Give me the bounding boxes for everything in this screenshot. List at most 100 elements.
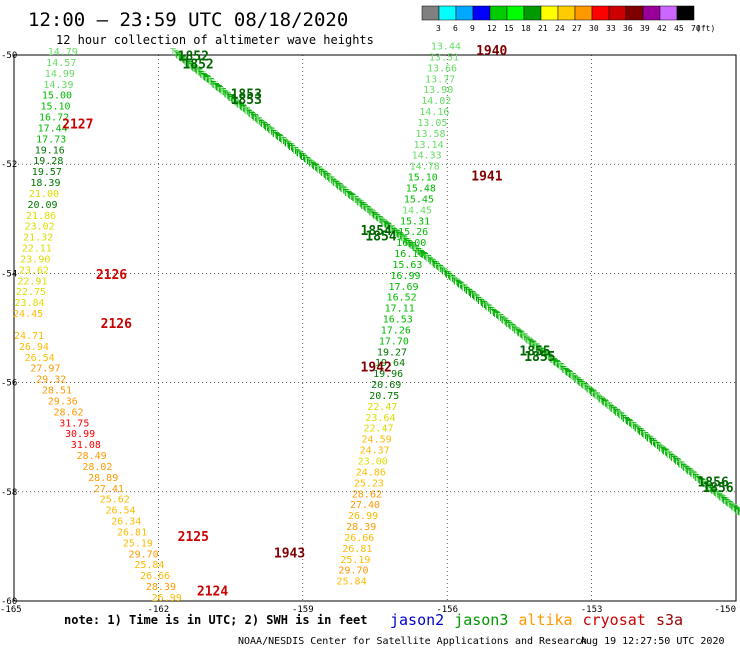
swh-value: 16.00 xyxy=(396,238,426,249)
track-marker: T xyxy=(370,210,376,221)
swh-value: 26.54 xyxy=(105,506,135,517)
track-marker: T xyxy=(729,502,735,513)
swh-value: 14.78 xyxy=(410,162,440,173)
swh-value: 29.36 xyxy=(48,396,78,407)
track-marker: T xyxy=(194,67,200,78)
track-marker: T xyxy=(390,226,396,237)
track-marker: T xyxy=(218,86,224,97)
track-marker: T xyxy=(614,408,620,419)
track-marker: T xyxy=(359,201,365,212)
swh-value: 14.99 xyxy=(45,69,75,80)
track-marker: T xyxy=(202,73,208,84)
swh-value: 24.71 xyxy=(14,331,44,342)
track-marker: T xyxy=(615,409,621,420)
footer-timestamp: Aug 19 12:27:50 UTC 2020 xyxy=(580,636,725,647)
track-marker: T xyxy=(176,51,182,62)
track-marker: T xyxy=(358,200,364,211)
track-marker: T xyxy=(583,383,589,394)
track-marker: T xyxy=(373,212,379,223)
track-marker: T xyxy=(732,504,738,515)
track-marker: T xyxy=(401,234,407,245)
track-marker: T xyxy=(608,404,614,415)
swh-value: 26.81 xyxy=(342,544,372,555)
swh-value: 13.14 xyxy=(414,140,444,151)
colorbar-label: 18 xyxy=(521,24,531,33)
track-marker: T xyxy=(568,371,574,382)
track-marker: T xyxy=(494,310,500,321)
colorbar-swatch xyxy=(676,5,695,21)
swh-value: 20.75 xyxy=(369,391,399,402)
track-marker: T xyxy=(610,405,616,416)
track-marker: T xyxy=(668,452,674,463)
track-marker: T xyxy=(192,64,198,75)
track-marker: T xyxy=(681,463,687,474)
track-marker: T xyxy=(197,69,203,80)
swh-value: 26.54 xyxy=(25,353,55,364)
track-marker: T xyxy=(680,462,686,473)
track-marker: T xyxy=(317,166,323,177)
track-marker: T xyxy=(606,402,612,413)
track-marker: T xyxy=(461,284,467,295)
track-marker: T xyxy=(246,109,252,120)
colorbar-swatch xyxy=(438,5,457,21)
swh-value: 19.28 xyxy=(33,156,63,167)
swh-value: 26.66 xyxy=(344,533,374,544)
track-marker: T xyxy=(626,418,632,429)
time-label: 2126 xyxy=(101,317,132,332)
track-marker: T xyxy=(333,179,339,190)
swh-value: 24.45 xyxy=(13,309,43,320)
track-marker: T xyxy=(294,147,300,158)
track-marker: T xyxy=(393,228,399,239)
swh-value: 15.63 xyxy=(392,260,422,271)
track-marker: T xyxy=(632,424,638,435)
track-marker: T xyxy=(526,336,532,347)
track-marker: T xyxy=(603,400,609,411)
track-marker: T xyxy=(607,403,613,414)
track-marker: T xyxy=(357,198,363,209)
track-marker: T xyxy=(208,77,214,88)
track-marker: T xyxy=(599,396,605,407)
swh-value: 19.16 xyxy=(35,145,65,156)
colorbar-label: 15 xyxy=(504,24,514,33)
track-marker: T xyxy=(687,467,693,478)
track-marker: T xyxy=(558,362,564,373)
track-marker: T xyxy=(443,270,449,281)
track-marker: T xyxy=(728,501,734,512)
track-marker: T xyxy=(260,120,266,131)
track-marker: T xyxy=(342,187,348,198)
track-marker: T xyxy=(535,344,541,355)
chart-title: 12:00 — 23:59 UTC 08/18/2020 xyxy=(28,9,348,31)
colorbar-swatch xyxy=(506,5,525,21)
track-marker: T xyxy=(595,393,601,404)
track-marker: T xyxy=(418,249,424,260)
track-marker: T xyxy=(536,345,542,356)
track-marker: T xyxy=(265,124,271,135)
track-marker: T xyxy=(534,343,540,354)
track-marker: T xyxy=(282,139,288,150)
track-marker: T xyxy=(268,126,274,137)
track-marker: T xyxy=(486,303,492,314)
track-marker: T xyxy=(700,478,706,489)
track-marker: T xyxy=(281,137,287,148)
track-marker: T xyxy=(209,78,215,89)
swh-value: 28.39 xyxy=(346,522,376,533)
track-marker: T xyxy=(353,195,359,206)
track-marker: T xyxy=(182,57,188,68)
track-marker: T xyxy=(691,470,697,481)
track-marker: T xyxy=(559,363,565,374)
swh-value: 13.58 xyxy=(415,129,445,140)
track-marker: T xyxy=(575,377,581,388)
track-marker: T xyxy=(244,107,250,118)
swh-value: 30.99 xyxy=(65,429,95,440)
track-marker: T xyxy=(229,95,235,106)
swh-value: 15.48 xyxy=(406,184,436,195)
track-marker: T xyxy=(638,428,644,439)
track-marker: T xyxy=(297,149,303,160)
colorbar-swatch xyxy=(591,5,610,21)
track-marker: T xyxy=(266,126,272,137)
track-marker: T xyxy=(430,259,436,270)
track-marker: T xyxy=(594,392,600,403)
track-marker: T xyxy=(341,185,347,196)
track-marker: T xyxy=(507,321,513,332)
track-marker: T xyxy=(643,432,649,443)
